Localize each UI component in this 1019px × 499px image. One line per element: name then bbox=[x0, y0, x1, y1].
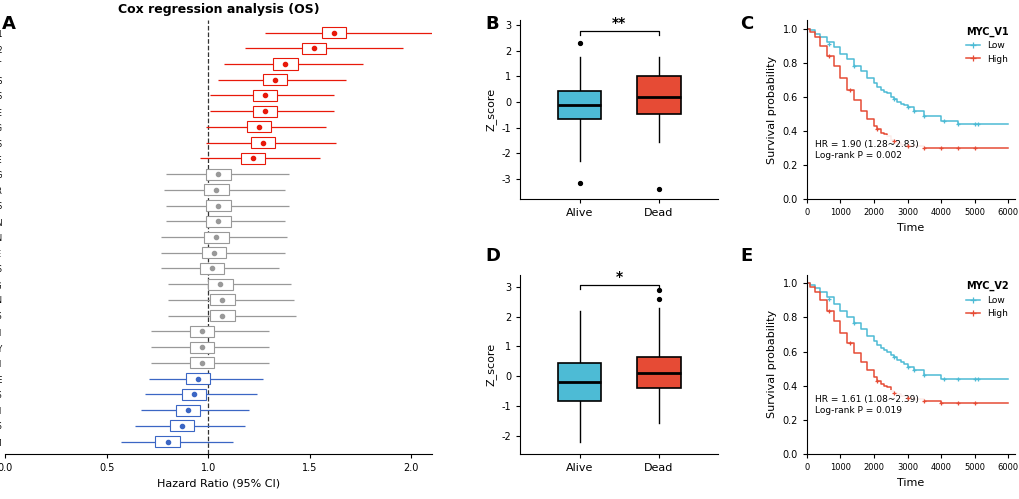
Bar bbox=[247, 121, 271, 132]
Bar bbox=[263, 74, 287, 85]
Text: HR = 1.90 (1.28~2.83)
Log-rank P = 0.002: HR = 1.90 (1.28~2.83) Log-rank P = 0.002 bbox=[814, 141, 918, 160]
Bar bbox=[208, 279, 232, 290]
Bar bbox=[637, 76, 680, 114]
Bar bbox=[190, 357, 214, 368]
Bar bbox=[251, 137, 275, 148]
Bar bbox=[204, 184, 228, 195]
Bar bbox=[557, 91, 601, 119]
X-axis label: Time: Time bbox=[897, 223, 923, 233]
Text: C: C bbox=[740, 15, 753, 33]
Bar bbox=[169, 420, 194, 431]
Bar bbox=[202, 247, 226, 258]
Text: A: A bbox=[2, 15, 16, 33]
Text: **: ** bbox=[611, 16, 626, 30]
Y-axis label: Z_score: Z_score bbox=[485, 343, 495, 386]
Y-axis label: Z_score: Z_score bbox=[485, 88, 495, 131]
Bar bbox=[200, 263, 224, 274]
Bar bbox=[210, 310, 234, 321]
Text: *: * bbox=[615, 270, 623, 284]
Bar bbox=[190, 342, 214, 353]
X-axis label: Hazard Ratio (95% CI): Hazard Ratio (95% CI) bbox=[157, 479, 279, 489]
Bar bbox=[240, 153, 265, 164]
Bar bbox=[175, 405, 200, 416]
X-axis label: Time: Time bbox=[897, 478, 923, 488]
Bar bbox=[190, 326, 214, 337]
Bar bbox=[302, 43, 326, 54]
Bar bbox=[206, 200, 230, 211]
Title: Cox regression analysis (OS): Cox regression analysis (OS) bbox=[117, 3, 319, 16]
Text: E: E bbox=[740, 247, 752, 265]
Text: B: B bbox=[485, 15, 498, 33]
Bar bbox=[557, 363, 601, 401]
Bar bbox=[322, 27, 346, 38]
Bar bbox=[204, 232, 228, 243]
Legend: Low, High: Low, High bbox=[961, 277, 1011, 322]
Bar bbox=[155, 436, 179, 447]
Legend: Low, High: Low, High bbox=[961, 22, 1011, 67]
Y-axis label: Survival probability: Survival probability bbox=[766, 55, 776, 164]
Text: HR = 1.61 (1.08~2.39)
Log-rank P = 0.019: HR = 1.61 (1.08~2.39) Log-rank P = 0.019 bbox=[814, 395, 918, 415]
Bar bbox=[637, 357, 680, 388]
Bar bbox=[206, 169, 230, 180]
Bar bbox=[253, 90, 277, 101]
Y-axis label: Survival probability: Survival probability bbox=[766, 310, 776, 419]
Bar bbox=[210, 294, 234, 305]
Bar bbox=[206, 216, 230, 227]
Bar bbox=[185, 373, 210, 384]
Bar bbox=[273, 58, 298, 69]
Bar bbox=[181, 389, 206, 400]
Bar bbox=[253, 106, 277, 117]
Text: D: D bbox=[485, 247, 500, 265]
